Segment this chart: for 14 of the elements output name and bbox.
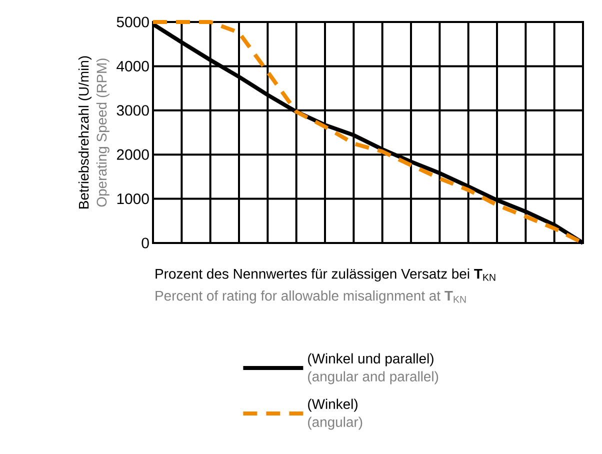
- y-tick-label: 1000: [117, 194, 149, 204]
- legend-label: (Winkel und parallel): [308, 353, 434, 366]
- y-tick-label: 2000: [116, 149, 149, 160]
- y-tick-label: 3000: [116, 105, 149, 116]
- text: (angular): [308, 416, 362, 430]
- y-axis-title: Betriebsdrehzahl (U/min): [78, 56, 92, 208]
- legend-label: (Winkel): [308, 398, 358, 412]
- text: Percent of rating for allowable misalignment at T$_{KN}$: [156, 290, 466, 304]
- y-tick-label: 5000: [116, 16, 149, 28]
- text: Operating Speed (RPM): [96, 58, 110, 207]
- y-tick-label: 4000: [116, 60, 149, 72]
- x-axis-title: Prozent des Nennwertes für zulässigen Versatz bei T$_{KN}$: [156, 268, 496, 282]
- text: (angular and parallel): [308, 371, 438, 384]
- y-tick-label: 0: [142, 238, 149, 248]
